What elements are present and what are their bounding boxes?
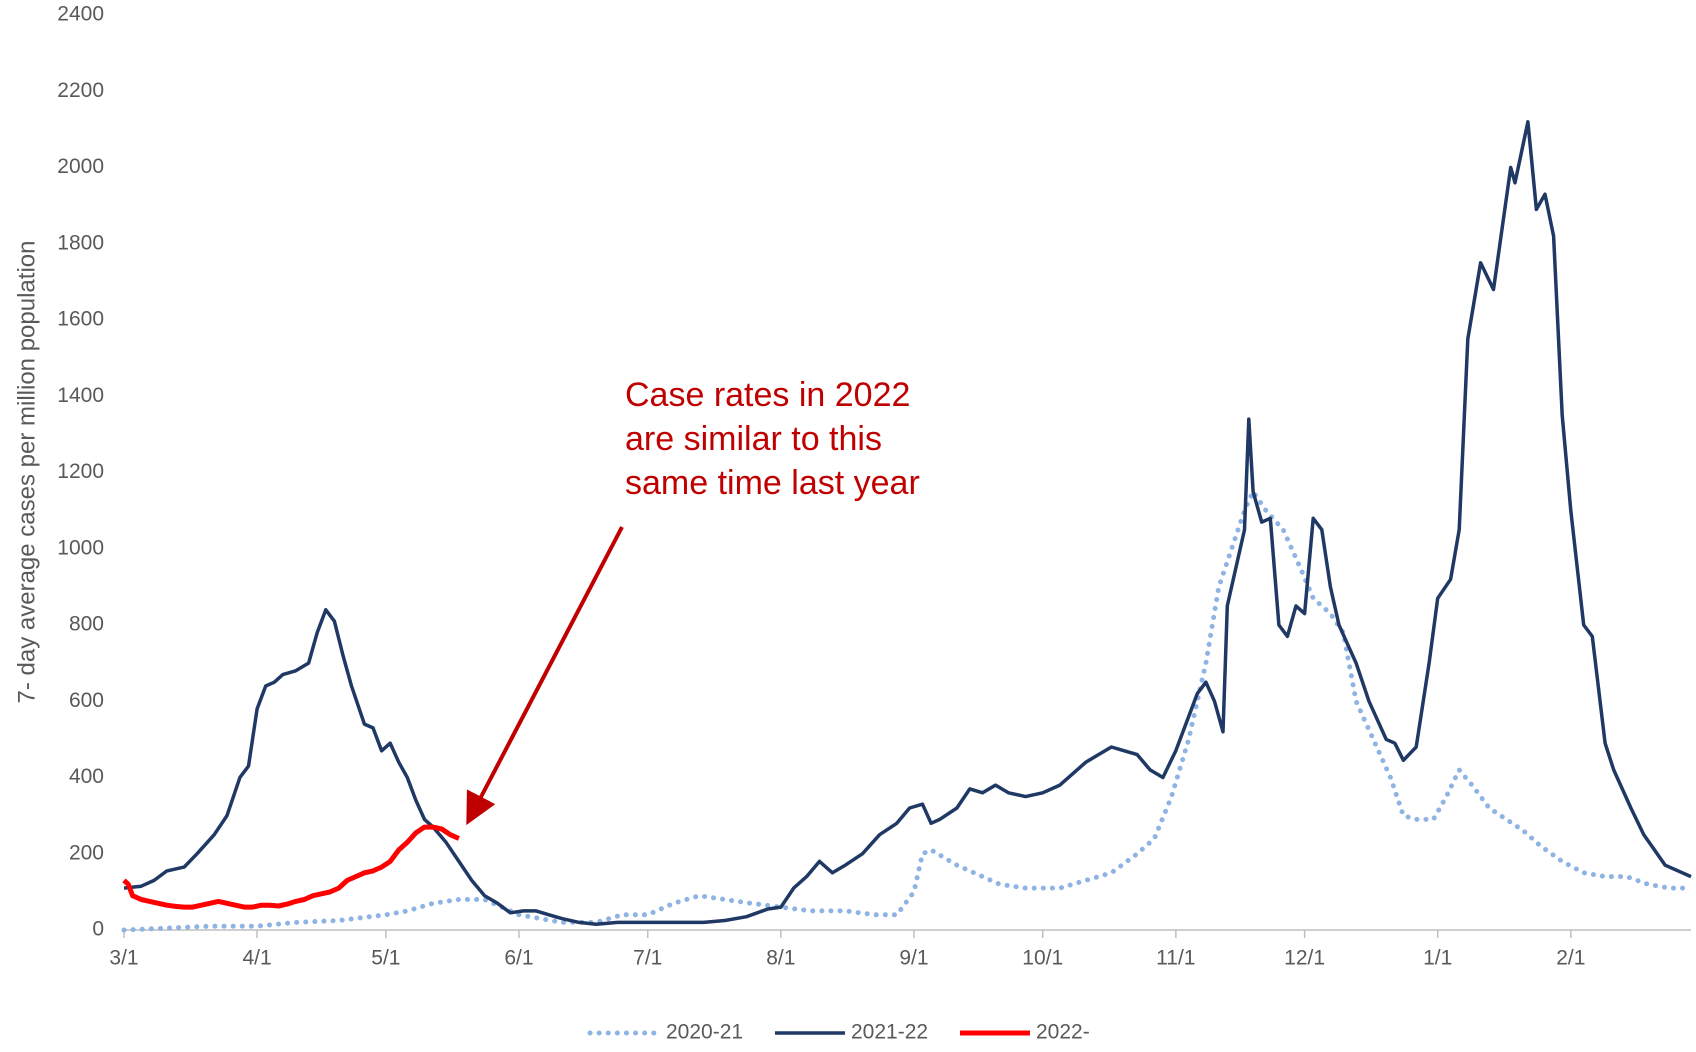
x-tick-label: 11/1: [1156, 947, 1195, 970]
y-tick-label: 1400: [57, 384, 104, 407]
series-line: [123, 120, 1692, 927]
legend-label: 2021-22: [851, 1021, 928, 1044]
y-tick-label: 1000: [57, 536, 104, 559]
y-tick-label: 200: [69, 841, 104, 864]
x-tick-label: 6/1: [504, 947, 533, 970]
x-tick-label: 12/1: [1284, 947, 1325, 970]
y-tick-label: 1600: [57, 308, 104, 331]
y-tick-label: 1200: [57, 460, 104, 483]
annotation-arrow: [466, 526, 624, 826]
y-tick-label: 800: [69, 613, 104, 636]
x-tick-label: 9/1: [899, 947, 928, 970]
annotation: same time last year: [625, 464, 920, 502]
x-tick-label: 5/1: [371, 947, 400, 970]
annotation: Case rates in 2022: [625, 376, 910, 414]
y-tick-label: 2200: [57, 79, 104, 102]
x-tick-label: 8/1: [766, 947, 795, 970]
y-tick-label: 600: [69, 689, 104, 712]
y-tick-label: 1800: [57, 231, 104, 254]
x-tick-label: 1/1: [1423, 947, 1452, 970]
x-tick-label: 7/1: [633, 947, 662, 970]
x-tick-label: 4/1: [242, 947, 271, 970]
y-tick-label: 400: [69, 765, 104, 788]
annotation: are similar to this: [625, 420, 882, 458]
y-tick-label: 0: [92, 918, 104, 941]
series-line: [121, 486, 1694, 933]
x-tick-label: 2/1: [1556, 947, 1585, 970]
y-tick-label: 2000: [57, 155, 104, 178]
y-axis-label: 7- day average cases per million populat…: [13, 241, 40, 704]
legend-label: 2020-21: [666, 1021, 743, 1044]
series-line: [122, 824, 460, 910]
legend-label: 2022-: [1036, 1021, 1090, 1044]
x-tick-label: 3/1: [109, 947, 138, 970]
x-tick-label: 10/1: [1022, 947, 1063, 970]
y-tick-label: 2400: [57, 3, 104, 26]
